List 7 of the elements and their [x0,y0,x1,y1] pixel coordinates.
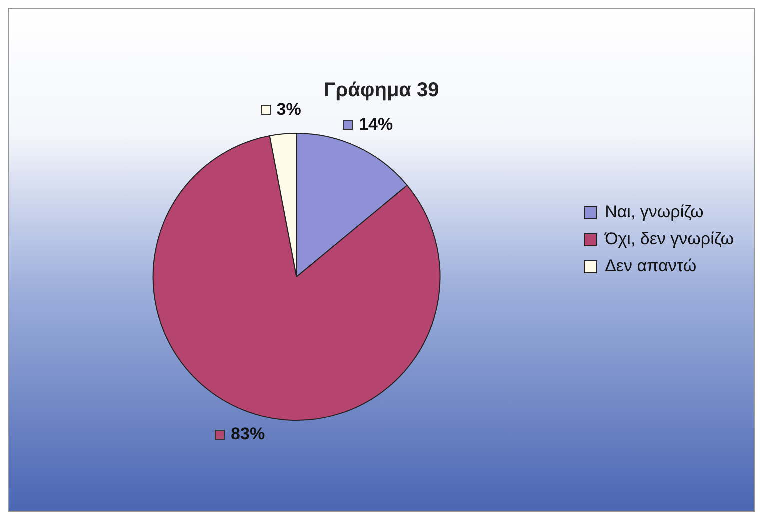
data-label: 3% [276,100,302,119]
legend-label: Δεν απαντώ [605,256,697,276]
data-label: 83% [231,424,266,444]
legend-label: Όχι, δεν γνωρίζω [604,230,734,249]
data-label: 14% [359,115,394,134]
legend-label: Ναι, γνωρίζω [605,202,704,222]
chart-title: Γράφημα 39 [324,80,440,102]
